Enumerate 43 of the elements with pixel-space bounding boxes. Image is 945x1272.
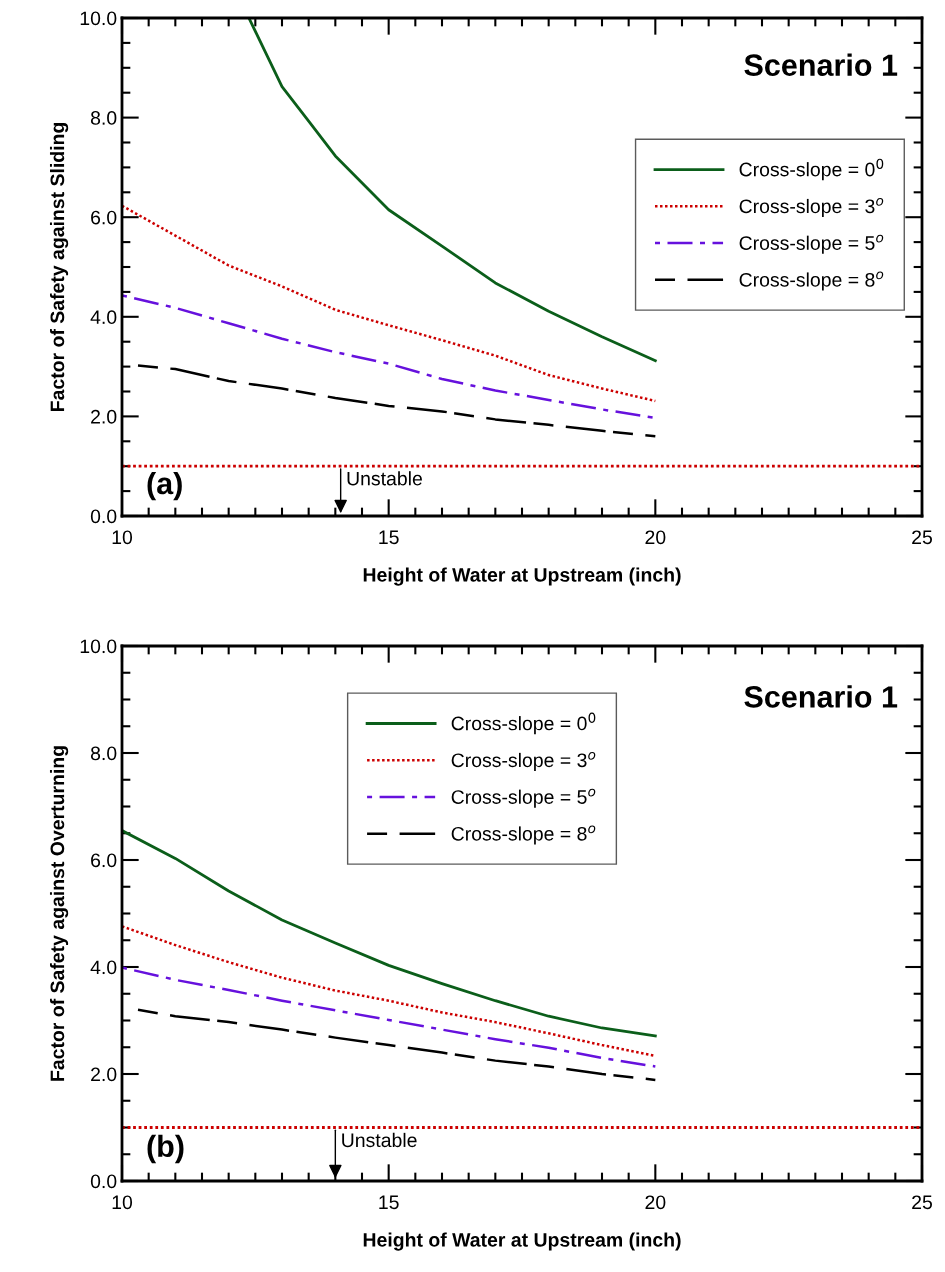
y-axis-title: Factor of Safety against Overturning xyxy=(49,746,69,1081)
x-tick-label: 15 xyxy=(379,530,399,545)
y-tick-label: 8.0 xyxy=(90,111,117,125)
y-tick-label: 10.0 xyxy=(80,639,117,654)
x-tick-label: 10 xyxy=(112,1195,133,1210)
y-tick-label: 2.0 xyxy=(91,1067,117,1082)
line-series xyxy=(247,18,657,363)
annotation: (a) xyxy=(147,471,182,501)
x-tick-label: 25 xyxy=(912,1195,932,1210)
y-axis-title: Factor of Safety against Sliding xyxy=(49,122,69,411)
annotation: Scenario 1 xyxy=(744,685,898,708)
legend-label: Cross-slope = 8$^{o}$ xyxy=(739,271,884,291)
x-axis-title: Height of Water at Upstream (inch) xyxy=(363,567,681,586)
line-series xyxy=(136,364,657,438)
y-tick-label: 4.0 xyxy=(90,960,117,975)
legend-label: Cross-slope = 5$^{o}$ xyxy=(451,788,596,808)
y-tick-label: 4.0 xyxy=(90,310,117,325)
y-tick-label: 0.0 xyxy=(90,1174,117,1189)
annotation: (b) xyxy=(147,1134,184,1164)
legend-label: Cross-slope = 0$^{0}$ xyxy=(451,712,596,735)
y-tick-label: 6.0 xyxy=(91,210,117,225)
y-tick-label: 0.0 xyxy=(90,509,117,524)
legend-label: Cross-slope = 8$^{o}$ xyxy=(451,825,596,845)
annotation: Scenario 1 xyxy=(744,53,898,76)
y-tick-label: 8.0 xyxy=(90,746,117,761)
line-series xyxy=(122,204,657,403)
x-tick-label: 20 xyxy=(645,1195,666,1210)
x-tick-label: 15 xyxy=(379,1195,399,1210)
y-tick-label: 2.0 xyxy=(91,409,117,424)
line-series xyxy=(122,966,657,1068)
legend-label: Cross-slope = 3$^{o}$ xyxy=(739,197,884,218)
y-tick-label: 10.0 xyxy=(80,11,117,26)
x-tick-label: 25 xyxy=(912,530,932,545)
y-tick-label: 6.0 xyxy=(91,853,117,868)
annotation: Unstable xyxy=(347,471,422,486)
x-tick-label: 10 xyxy=(112,530,133,545)
annotation: Unstable xyxy=(342,1132,417,1148)
x-axis-title: Height of Water at Upstream (inch) xyxy=(363,1232,681,1251)
legend-label: Cross-slope = 0$^{0}$ xyxy=(739,158,884,181)
x-tick-label: 20 xyxy=(645,530,666,545)
line-series xyxy=(136,1008,657,1082)
legend-label: Cross-slope = 5$^{o}$ xyxy=(739,234,884,254)
legend-label: Cross-slope = 3$^{o}$ xyxy=(451,751,596,771)
